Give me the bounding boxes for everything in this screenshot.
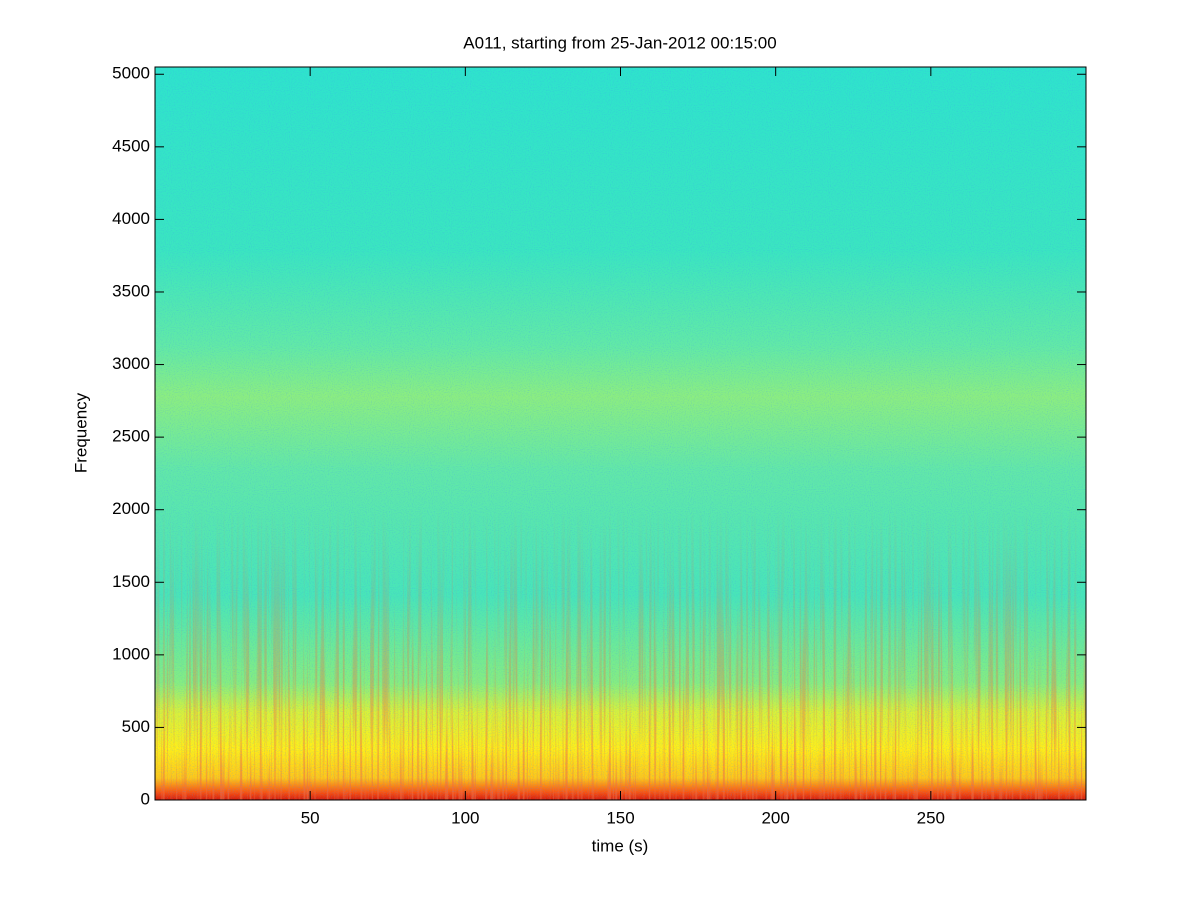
x-tick-label: 100: [451, 808, 479, 827]
y-tick-label: 2000: [112, 499, 150, 518]
y-tick-label: 2500: [112, 427, 150, 446]
plot-area: [154, 66, 1087, 801]
y-tick-label: 500: [122, 717, 150, 736]
chart-title: A011, starting from 25-Jan-2012 00:15:00: [463, 33, 776, 52]
x-tick-label: 200: [761, 808, 789, 827]
x-tick-label: 150: [606, 808, 634, 827]
y-tick-label: 1000: [112, 644, 150, 663]
spectrogram-noise: [155, 67, 1086, 800]
y-tick-label: 5000: [112, 64, 150, 83]
x-axis-label: time (s): [592, 836, 649, 855]
y-tick-label: 3000: [112, 354, 150, 373]
y-tick-label: 3500: [112, 281, 150, 300]
y-tick-label: 4000: [112, 209, 150, 228]
y-axis-label: Frequency: [71, 392, 90, 473]
y-tick-label: 4500: [112, 136, 150, 155]
y-tick-label: 1500: [112, 572, 150, 591]
x-tick-label: 250: [917, 808, 945, 827]
y-tick-label: 0: [141, 789, 150, 808]
x-tick-label: 50: [301, 808, 320, 827]
